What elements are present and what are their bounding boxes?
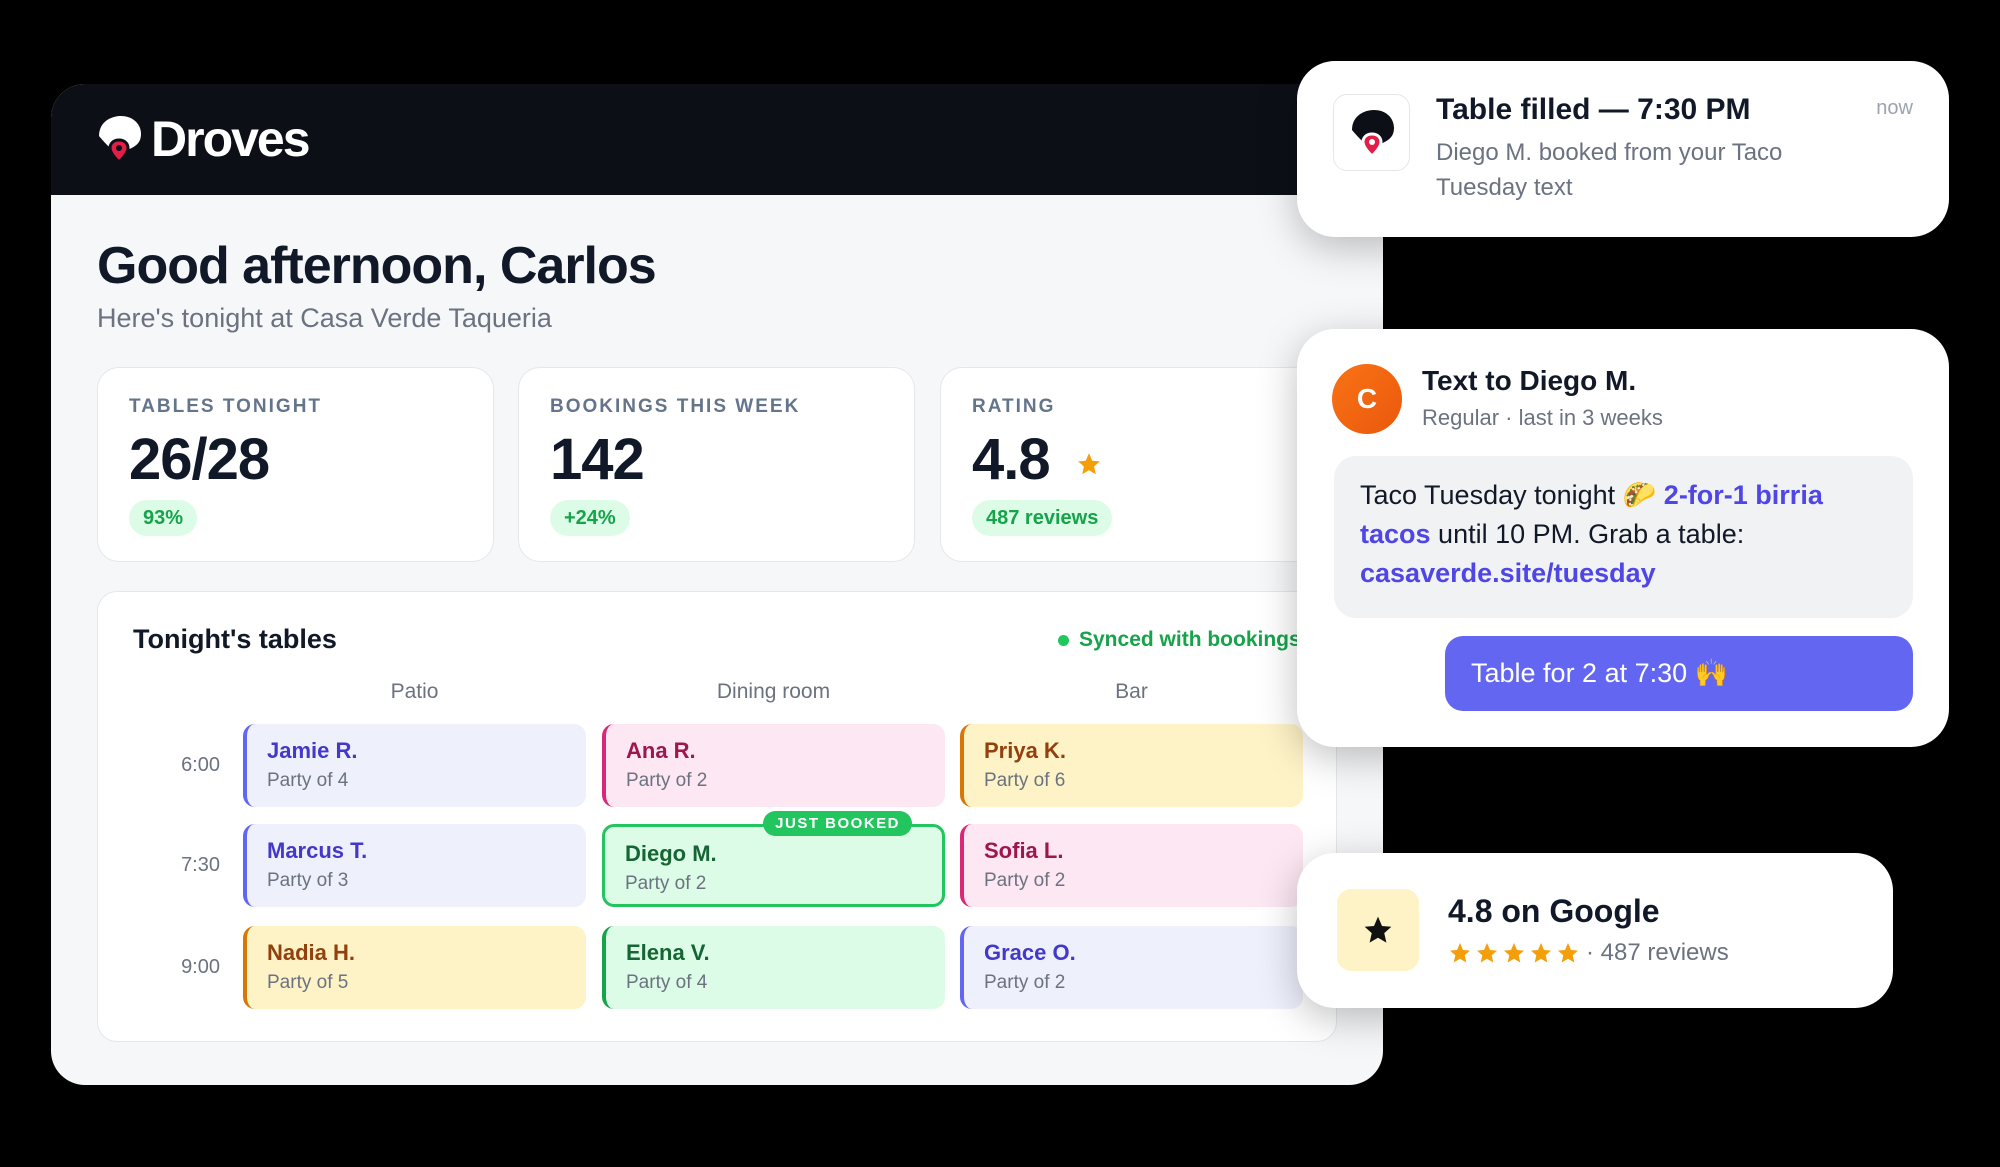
message-text: until 10 PM. Grab a table:	[1430, 519, 1745, 549]
time-label: 9:00	[181, 956, 220, 978]
notification-body: Diego M. booked from your Taco Tuesday t…	[1436, 139, 1783, 201]
message-bubble: Taco Tuesday tonight 🌮 2-for-1 birria ta…	[1334, 456, 1913, 618]
time-label: 6:00	[181, 754, 220, 776]
stat-card: RATING 4.8 487 reviews	[940, 367, 1337, 562]
guest-name: Grace O.	[984, 940, 1076, 965]
review-row: · 487 reviews	[1448, 939, 1729, 967]
stat-badge: +24%	[550, 500, 630, 536]
stat-label: RATING	[972, 396, 1056, 417]
message-highlight: 2-for-1 birria tacos	[1360, 480, 1823, 549]
stat-value: 26/28	[129, 427, 270, 492]
table-booking[interactable]: Elena V. Party of 4	[602, 926, 945, 1009]
panel-title: Tonight's tables	[133, 624, 337, 654]
party-size: Party of 6	[984, 770, 1066, 791]
table-booking[interactable]: Ana R. Party of 2	[602, 724, 945, 807]
time-label: 7:30	[181, 854, 220, 876]
recipient-detail: Regular · last in 3 weeks	[1422, 405, 1663, 430]
review-count: · 487 reviews	[1586, 939, 1729, 966]
sync-status: Synced with bookings	[1058, 628, 1301, 652]
stars	[1450, 943, 1578, 963]
party-size: Party of 4	[626, 972, 708, 993]
notification-card: Table filled — 7:30 PM Diego M. booked f…	[1297, 61, 1949, 237]
dashboard: Droves Good afternoon, Carlos Here's ton…	[51, 84, 1383, 1085]
stat-card: BOOKINGS THIS WEEK 142 +24%	[518, 367, 915, 562]
party-size: Party of 2	[984, 870, 1066, 891]
star-icon	[1078, 453, 1100, 475]
header: Droves	[51, 84, 1383, 195]
status-text: Synced with bookings	[1079, 628, 1301, 651]
guest-name: Diego M.	[625, 841, 717, 866]
guest-name: Elena V.	[626, 940, 710, 965]
table-booking[interactable]: Marcus T. Party of 3	[243, 824, 586, 907]
table-booking[interactable]: Jamie R. Party of 4	[243, 724, 586, 807]
stat-label: BOOKINGS THIS WEEK	[550, 396, 801, 417]
stat-badge: 487 reviews	[972, 500, 1113, 536]
logo-icon	[1352, 110, 1394, 158]
booking-badge: JUST BOOKED	[763, 811, 912, 836]
table-booking[interactable]: Grace O. Party of 2	[960, 926, 1303, 1009]
message-card: C Text to Diego M. Regular · last in 3 w…	[1297, 329, 1949, 747]
greeting: Good afternoon, Carlos	[97, 237, 657, 295]
guest-name: Jamie R.	[267, 738, 358, 763]
stat-badge: 93%	[129, 500, 198, 536]
review-title: 4.8 on Google	[1448, 893, 1660, 929]
stat-label: TABLES TONIGHT	[129, 396, 323, 417]
table-booking[interactable]: Nadia H. Party of 5	[243, 926, 586, 1009]
brand: Droves	[151, 111, 311, 167]
party-size: Party of 3	[267, 870, 349, 891]
status-dot	[1058, 635, 1069, 646]
party-size: Party of 5	[267, 972, 349, 993]
message-text: Taco Tuesday tonight 🌮	[1360, 480, 1664, 510]
party-size: Party of 4	[267, 770, 349, 791]
notification-title: Table filled — 7:30 PM	[1436, 93, 1751, 126]
column-header: Dining room	[716, 680, 831, 703]
table-booking[interactable]: Priya K. Party of 6	[960, 724, 1303, 807]
party-size: Party of 2	[984, 972, 1066, 993]
notification-time: now	[1876, 97, 1913, 119]
column-header: Patio	[390, 680, 439, 703]
party-size: Party of 2	[625, 873, 707, 894]
recipient: Text to Diego M.	[1422, 365, 1637, 396]
stat-card: TABLES TONIGHT 26/28 93%	[97, 367, 494, 562]
star-icon	[1364, 916, 1392, 943]
stat-value: 4.8	[972, 427, 1051, 492]
message-link[interactable]: casaverde.site/tuesday	[1360, 558, 1656, 588]
logo-icon	[99, 116, 141, 164]
avatar: C	[1332, 364, 1402, 434]
table-booking[interactable]: Diego M. Party of 2 JUST BOOKED	[602, 811, 945, 907]
review-card: 4.8 on Google · 487 reviews	[1297, 853, 1893, 1008]
reply-bubble: Table for 2 at 7:30 🙌	[1445, 636, 1913, 711]
guest-name: Nadia H.	[267, 940, 356, 965]
table-booking[interactable]: Sofia L. Party of 2	[960, 824, 1303, 907]
review-icon	[1337, 889, 1419, 971]
column-header: Bar	[1115, 680, 1148, 703]
party-size: Party of 2	[626, 770, 708, 791]
tables-panel: Tonight's tables Synced with bookings Pa…	[97, 591, 1337, 1042]
guest-name: Priya K.	[984, 738, 1066, 763]
guest-name: Sofia L.	[984, 838, 1064, 863]
guest-name: Ana R.	[626, 738, 696, 763]
stat-value: 142	[550, 427, 645, 492]
app-icon	[1333, 94, 1410, 171]
guest-name: Marcus T.	[267, 838, 368, 863]
subtitle: Here's tonight at Casa Verde Taqueria	[97, 303, 552, 333]
